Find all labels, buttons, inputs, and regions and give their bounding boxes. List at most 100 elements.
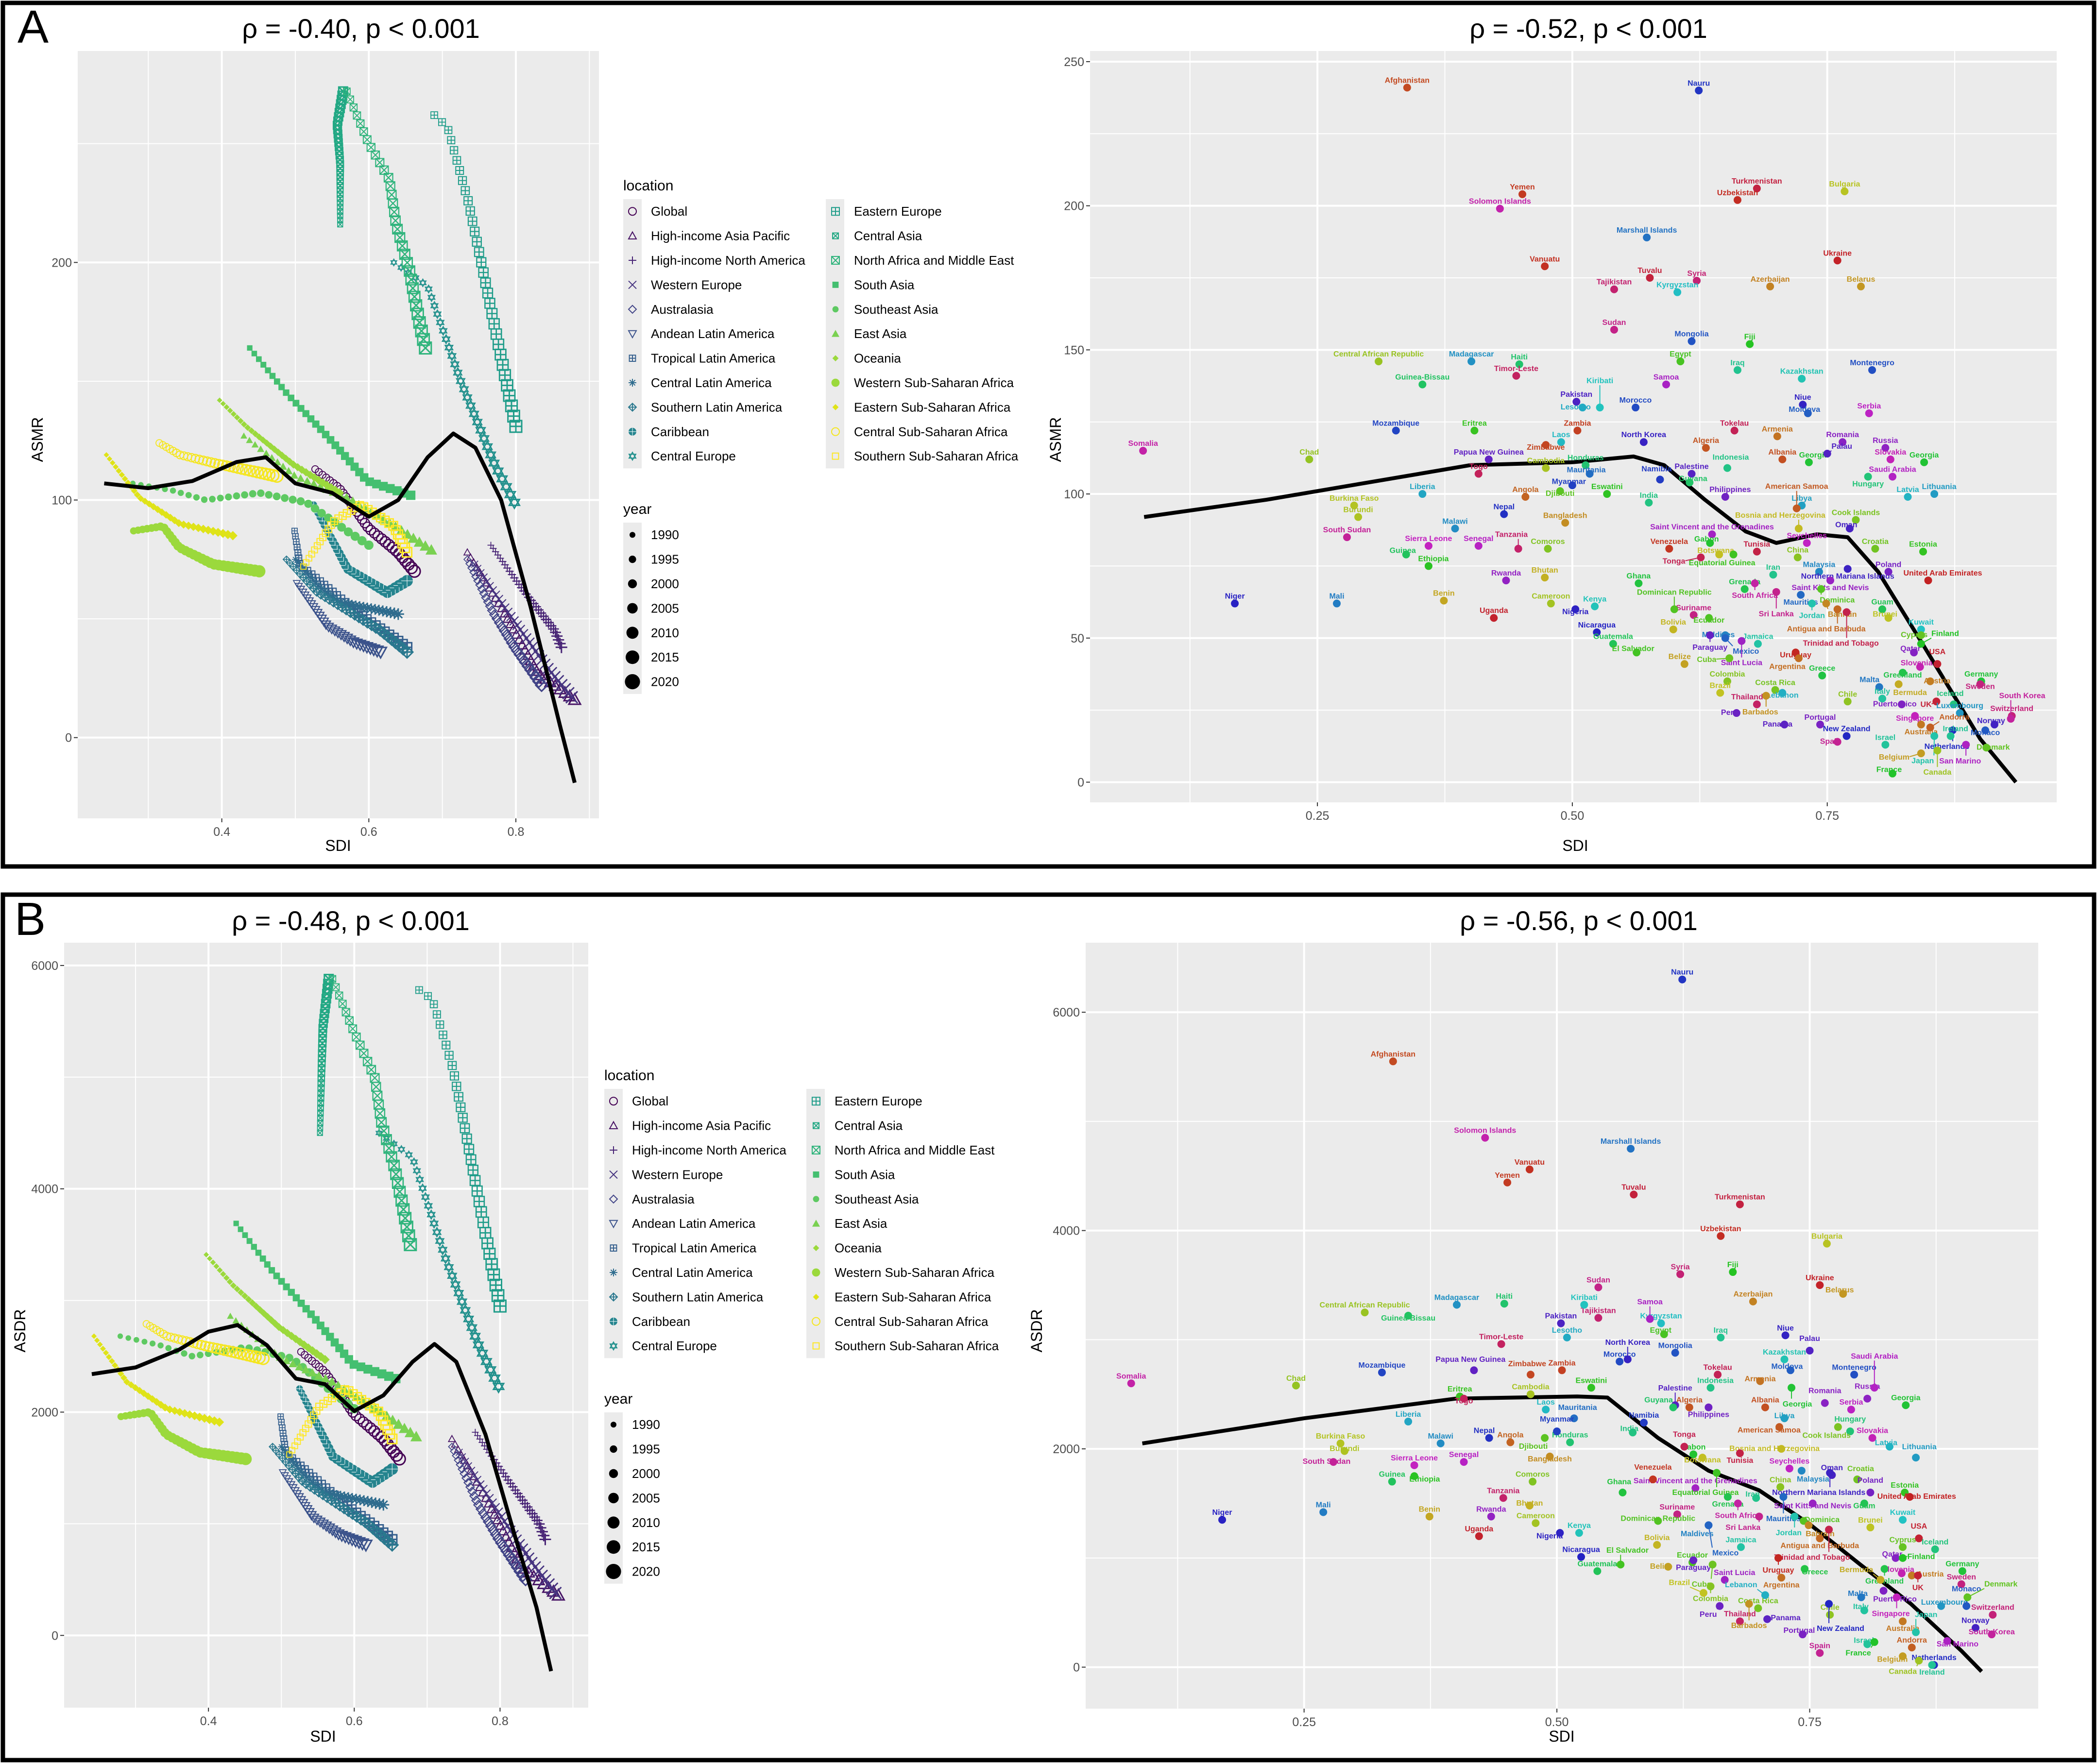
country-marker — [1497, 1340, 1505, 1348]
data-point — [209, 458, 220, 469]
legend-item-label: South Asia — [835, 1167, 895, 1182]
data-point — [213, 1263, 220, 1270]
country-marker — [1919, 547, 1927, 556]
country-point: Cambodia — [1512, 1383, 1550, 1398]
country-point: Kazakhstan — [1780, 368, 1824, 383]
country-label: Guam — [1871, 598, 1893, 606]
asterisk-icon — [610, 1269, 617, 1276]
country-label: Nigeria — [1562, 608, 1588, 616]
country-label: Togo — [1469, 463, 1488, 471]
circle-open-icon — [831, 427, 840, 436]
country-label: Armenia — [1744, 1375, 1775, 1383]
country-label: Switzerland — [1971, 1604, 2014, 1612]
data-point — [118, 1370, 124, 1377]
country-label: Equatorial Guinea — [1672, 1489, 1739, 1497]
a-left-ylabel: ASMR — [29, 417, 46, 462]
legend-year-item: 2020 — [625, 674, 679, 690]
data-point — [204, 1252, 209, 1257]
data-point — [405, 1150, 413, 1160]
country-label: Suriname — [1676, 604, 1711, 612]
data-point — [498, 369, 511, 381]
country-marker — [1440, 596, 1448, 605]
country-label: Lithuania — [1902, 1443, 1937, 1451]
country-label: Montenegro — [1832, 1363, 1876, 1372]
data-point — [481, 1489, 491, 1498]
data-point — [432, 1010, 441, 1019]
country-marker — [1989, 1611, 1997, 1619]
data-point — [503, 1536, 515, 1547]
country-point: Antigua and Barbuda — [1787, 605, 1866, 633]
country-label: Spain — [1820, 738, 1841, 746]
country-label: Haiti — [1496, 1292, 1513, 1301]
country-point: Zambia — [1548, 1359, 1576, 1374]
country-marker — [1354, 513, 1363, 521]
data-point — [452, 156, 461, 165]
country-point: Timor-Leste — [1479, 1333, 1523, 1348]
country-marker — [1689, 611, 1698, 619]
data-point — [487, 1524, 499, 1536]
data-point — [379, 536, 391, 548]
legend-year-item: 1995 — [629, 552, 679, 567]
country-label: Palau — [1799, 1335, 1820, 1343]
country-label: Cook Islands — [1832, 509, 1880, 517]
country-label: Togo — [1455, 1397, 1473, 1406]
data-point — [368, 1425, 380, 1437]
country-point: Jamaica — [1725, 1536, 1756, 1551]
data-point — [335, 630, 347, 641]
country-marker — [1892, 1554, 1900, 1562]
country-marker — [1708, 530, 1716, 539]
legend-item-north-africa-and-middle-east: North Africa and Middle East — [831, 253, 1014, 268]
country-point: New Zealand — [1817, 1600, 1864, 1633]
country-label: Switzerland — [1990, 705, 2033, 713]
country-point: Venezuela — [1634, 1463, 1672, 1484]
country-marker — [1474, 470, 1483, 478]
country-label: Austria — [1924, 677, 1950, 685]
country-marker — [1803, 539, 1811, 547]
data-point — [328, 975, 337, 983]
series-andean-latin-america — [292, 580, 388, 660]
country-point: Saint Vincent and the Grenadines — [1650, 523, 1774, 539]
country-label: Latvia — [1875, 1439, 1897, 1447]
country-label: Sierra Leone — [1405, 535, 1452, 543]
data-point — [241, 491, 249, 499]
country-marker — [1816, 1649, 1824, 1657]
series-oceania — [204, 1252, 330, 1365]
country-marker — [1542, 1406, 1550, 1414]
country-point: Burkina Faso — [1316, 1432, 1365, 1447]
diamond-plus-icon — [628, 402, 637, 412]
label-leader-line — [1827, 450, 1832, 454]
country-marker — [1378, 1368, 1386, 1376]
series-south-asia — [233, 1221, 401, 1384]
country-marker — [1547, 599, 1555, 608]
data-point — [518, 628, 529, 639]
year-size-icon — [608, 1493, 619, 1504]
legend-year-item: 2010 — [626, 626, 679, 640]
data-point — [438, 1244, 448, 1255]
data-point — [342, 509, 351, 518]
country-label: Ukraine — [1823, 249, 1852, 257]
data-point — [456, 1460, 465, 1469]
y-tick-label: 0 — [1077, 776, 1084, 789]
country-marker — [1575, 1529, 1583, 1537]
country-point: Barbados — [1731, 1600, 1767, 1630]
data-point — [257, 445, 265, 452]
country-point: Benin — [1419, 1506, 1440, 1521]
country-label: Solomon Islands — [1454, 1127, 1516, 1135]
country-label: Malaysia — [1797, 1475, 1829, 1483]
data-point — [358, 1495, 370, 1507]
country-label: China — [1787, 546, 1809, 555]
country-label: Armenia — [1762, 425, 1793, 433]
country-label: Chad — [1286, 1374, 1306, 1383]
b-right-title: ρ = -0.56, p < 0.001 — [1460, 905, 1698, 936]
country-point: Singapore — [1872, 1593, 1910, 1618]
country-point: Bhutan — [1532, 566, 1558, 582]
data-point — [511, 1560, 524, 1574]
data-point — [369, 527, 380, 539]
country-label: Timor-Leste — [1479, 1333, 1523, 1341]
data-point — [527, 1569, 541, 1582]
country-marker — [1902, 1401, 1910, 1409]
country-label: Ireland — [1943, 725, 1968, 733]
data-point — [341, 1008, 350, 1017]
data-point — [479, 589, 489, 598]
data-point — [463, 1144, 475, 1154]
